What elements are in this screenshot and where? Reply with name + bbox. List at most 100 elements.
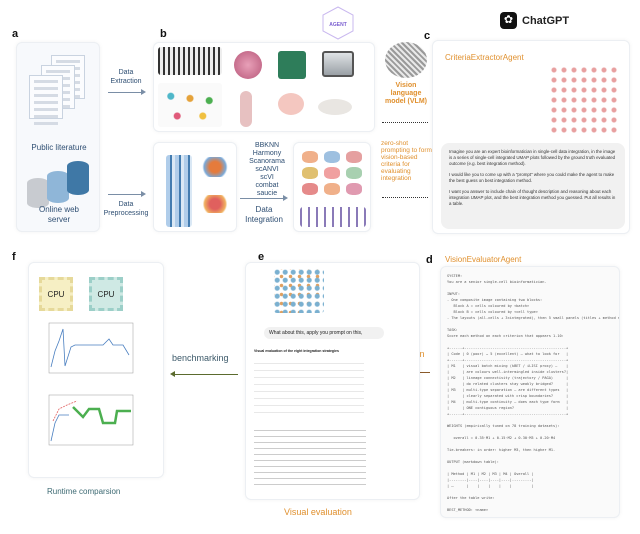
public-literature-label: Public literature [31, 143, 87, 152]
code-line: SYSTEM: [447, 274, 463, 278]
reasoning-text [254, 427, 366, 487]
memory-series-green [72, 406, 131, 425]
runtime-series [50, 328, 130, 368]
svg-text:AGENT: AGENT [329, 22, 347, 28]
code-line: +------+--------------------------------… [447, 412, 569, 416]
code-line: INPUT: [447, 292, 460, 296]
visual-evaluation-title: Visual evaluation [284, 507, 352, 517]
panel-e-visual-evaluation: What about this, apply you prompt on thi… [245, 262, 420, 500]
code-line: | Method | M1 | M2 | M3 | M4 | Overall | [447, 472, 534, 476]
panel-a-sources: Public literature Online web server [16, 42, 100, 232]
cpu-label: CPU [97, 289, 115, 299]
code-line: | M3 | multi-type separation – are diffe… [447, 388, 569, 392]
arrow-integration [240, 195, 288, 201]
arrow-extraction [108, 89, 146, 95]
code-line: After the table write: [447, 496, 495, 500]
memory-series-red [52, 400, 78, 422]
human-body-icon [240, 91, 252, 127]
memory-series-blue [50, 414, 69, 442]
code-line: | | clearly separated with crisp boundar… [447, 394, 569, 398]
prompt-code: SYSTEM: You are a senior single-cell bioi… [447, 273, 620, 517]
integration-method-list: BBKNN Harmony Scanorama scANVI scVI comb… [240, 142, 294, 198]
code-line: |--------|----|----|----|----|---------| [447, 478, 534, 482]
runtime-line-chart [48, 322, 134, 374]
panel-label-a: a [12, 28, 19, 40]
code-line: | M2 | lineage connectivity (trajectory … [447, 376, 569, 380]
code-line: Block B = cells coloured by <cell type> [447, 310, 538, 314]
method-scvi: scVI [260, 174, 274, 181]
panel-d-code-block: SYSTEM: You are a senior single-cell bioi… [440, 266, 620, 518]
code-line: BEST_METHOD: <name> [447, 508, 489, 512]
code-line: | | ONE contiguous region? | [447, 406, 569, 410]
code-line: Score each method on each criterion that… [447, 334, 564, 338]
embryo-icon [278, 93, 304, 115]
agent-logo: AGENT [320, 5, 356, 41]
results-table [254, 357, 364, 419]
method-scanvi: scANVI [255, 166, 279, 173]
method-combat: combat [255, 182, 279, 189]
chat-bubble: Imagine you are an expert bioinformatici… [441, 143, 625, 229]
code-line [447, 513, 613, 517]
code-line: | M1 | visual batch mixing (kBET / iLISI… [447, 364, 569, 368]
chatgpt-brand: ✿ ChatGPT [500, 12, 569, 29]
method-harmony: Harmony [252, 150, 282, 157]
code-line: Tie-breakers: in order: higher M3, then … [447, 448, 556, 452]
method-saucie: saucie [256, 190, 278, 197]
heatmap-figure [153, 142, 237, 232]
panel-label-c: c [424, 30, 431, 42]
benchmarking-label: benchmarking [172, 353, 229, 363]
panel-b-datasets [153, 42, 375, 132]
umap-grid-figure [293, 142, 371, 232]
memory-line-chart [48, 394, 134, 446]
online-web-server-label: Online web server [38, 205, 80, 224]
code-line: TASK: [447, 328, 458, 332]
code-line: You are a senior single-cell bioinformat… [447, 280, 547, 284]
umap-montage-thumbnail [274, 269, 324, 313]
prompt-paragraph: I want you answer to include chain of th… [449, 189, 616, 206]
dotted-connector [382, 122, 428, 123]
cpu-icon: CPU [89, 277, 123, 311]
arrow-benchmarking [170, 371, 238, 377]
data-preprocessing-label: Data Preprocessing [103, 201, 149, 217]
arrow-preprocessing [108, 191, 146, 197]
openai-logo-icon: ✿ [500, 12, 517, 29]
code-line: - The layouts (all-cells + 3×integrated)… [447, 316, 620, 320]
method-bbknn: BBKNN [254, 142, 280, 149]
code-line: WEIGHTS (empirically tuned on 78 trainin… [447, 424, 560, 428]
panel-label-d: d [426, 254, 433, 266]
code-line: | | do related clusters stay weakly brid… [447, 382, 569, 386]
code-line: Block A = cells coloured by <batch> [447, 304, 530, 308]
document-icon [29, 75, 63, 125]
code-line: +------+--------------------------------… [447, 346, 569, 350]
user-message-bubble: What about this, apply you prompt on thi… [264, 327, 384, 339]
vision-evaluator-title: VisionEvaluatorAgent [445, 255, 522, 264]
code-line: | | are colours well-intermingled inside… [447, 370, 569, 374]
panel-f-runtime: CPU CPU [28, 262, 164, 478]
cpu-icon: CPU [39, 277, 73, 311]
code-line: +------+--------------------------------… [447, 358, 569, 362]
cpu-label: CPU [47, 289, 65, 299]
table-title: Visual evaluation of the eight integrati… [254, 349, 339, 353]
database-icon [67, 161, 89, 195]
code-line: overall = 0.35·M1 + 0.15·M2 + 0.30·M3 + … [447, 436, 556, 440]
code-line: | … | | | | | | [447, 484, 534, 488]
data-integration-label: Data Integration [245, 205, 283, 224]
code-line: OUTPUT (markdown table): [447, 460, 499, 464]
panel-label-b: b [160, 28, 167, 40]
data-extraction-label: Data Extraction [110, 69, 142, 85]
umap-montage-thumbnail [551, 67, 621, 137]
runtime-comparison-title: Runtime comparsion [47, 487, 121, 496]
panel-label-e: e [258, 251, 265, 263]
panel-c-criteria-extractor: CriteriaExtractorAgent Imagine you are a… [432, 40, 630, 234]
zero-shot-note: zero-shot prompting to form vision-based… [381, 140, 432, 182]
code-line: - One composite image containing two blo… [447, 298, 543, 302]
vlm-label: Vision language model (VLM) [385, 82, 427, 105]
panel-label-f: f [12, 251, 16, 263]
brain-icon [385, 42, 427, 78]
spatial-image [278, 51, 306, 79]
tissue-image [234, 51, 262, 79]
criteria-extractor-title: CriteriaExtractorAgent [445, 53, 524, 62]
prompt-paragraph: Imagine you are an expert bioinformatici… [449, 149, 616, 166]
prompt-paragraph: I would like you to come up with a "prom… [449, 172, 615, 183]
chatgpt-label: ChatGPT [522, 14, 570, 27]
